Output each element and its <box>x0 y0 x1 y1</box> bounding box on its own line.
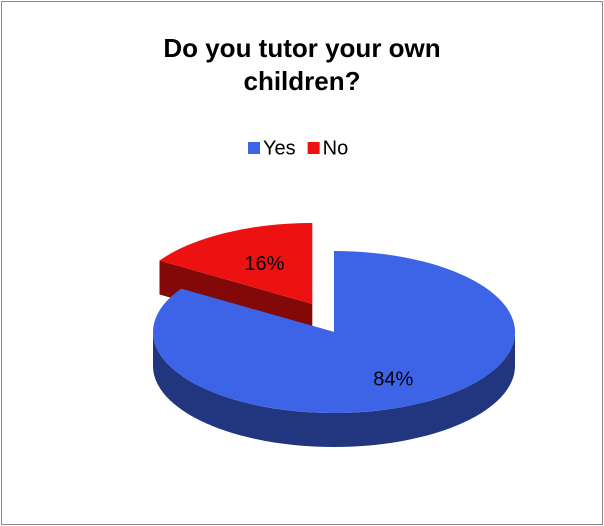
pie-slice <box>159 222 313 304</box>
legend-label: No <box>323 137 349 159</box>
data-label: 16% <box>244 253 284 275</box>
chart-title: Do you tutor your own children? <box>163 33 441 96</box>
data-label: 84% <box>373 369 413 391</box>
pie-slice <box>152 251 516 413</box>
legend-label: Yes <box>263 137 296 159</box>
legend-swatch <box>248 142 260 154</box>
slice-side <box>153 332 515 447</box>
legend-swatch <box>307 142 320 154</box>
